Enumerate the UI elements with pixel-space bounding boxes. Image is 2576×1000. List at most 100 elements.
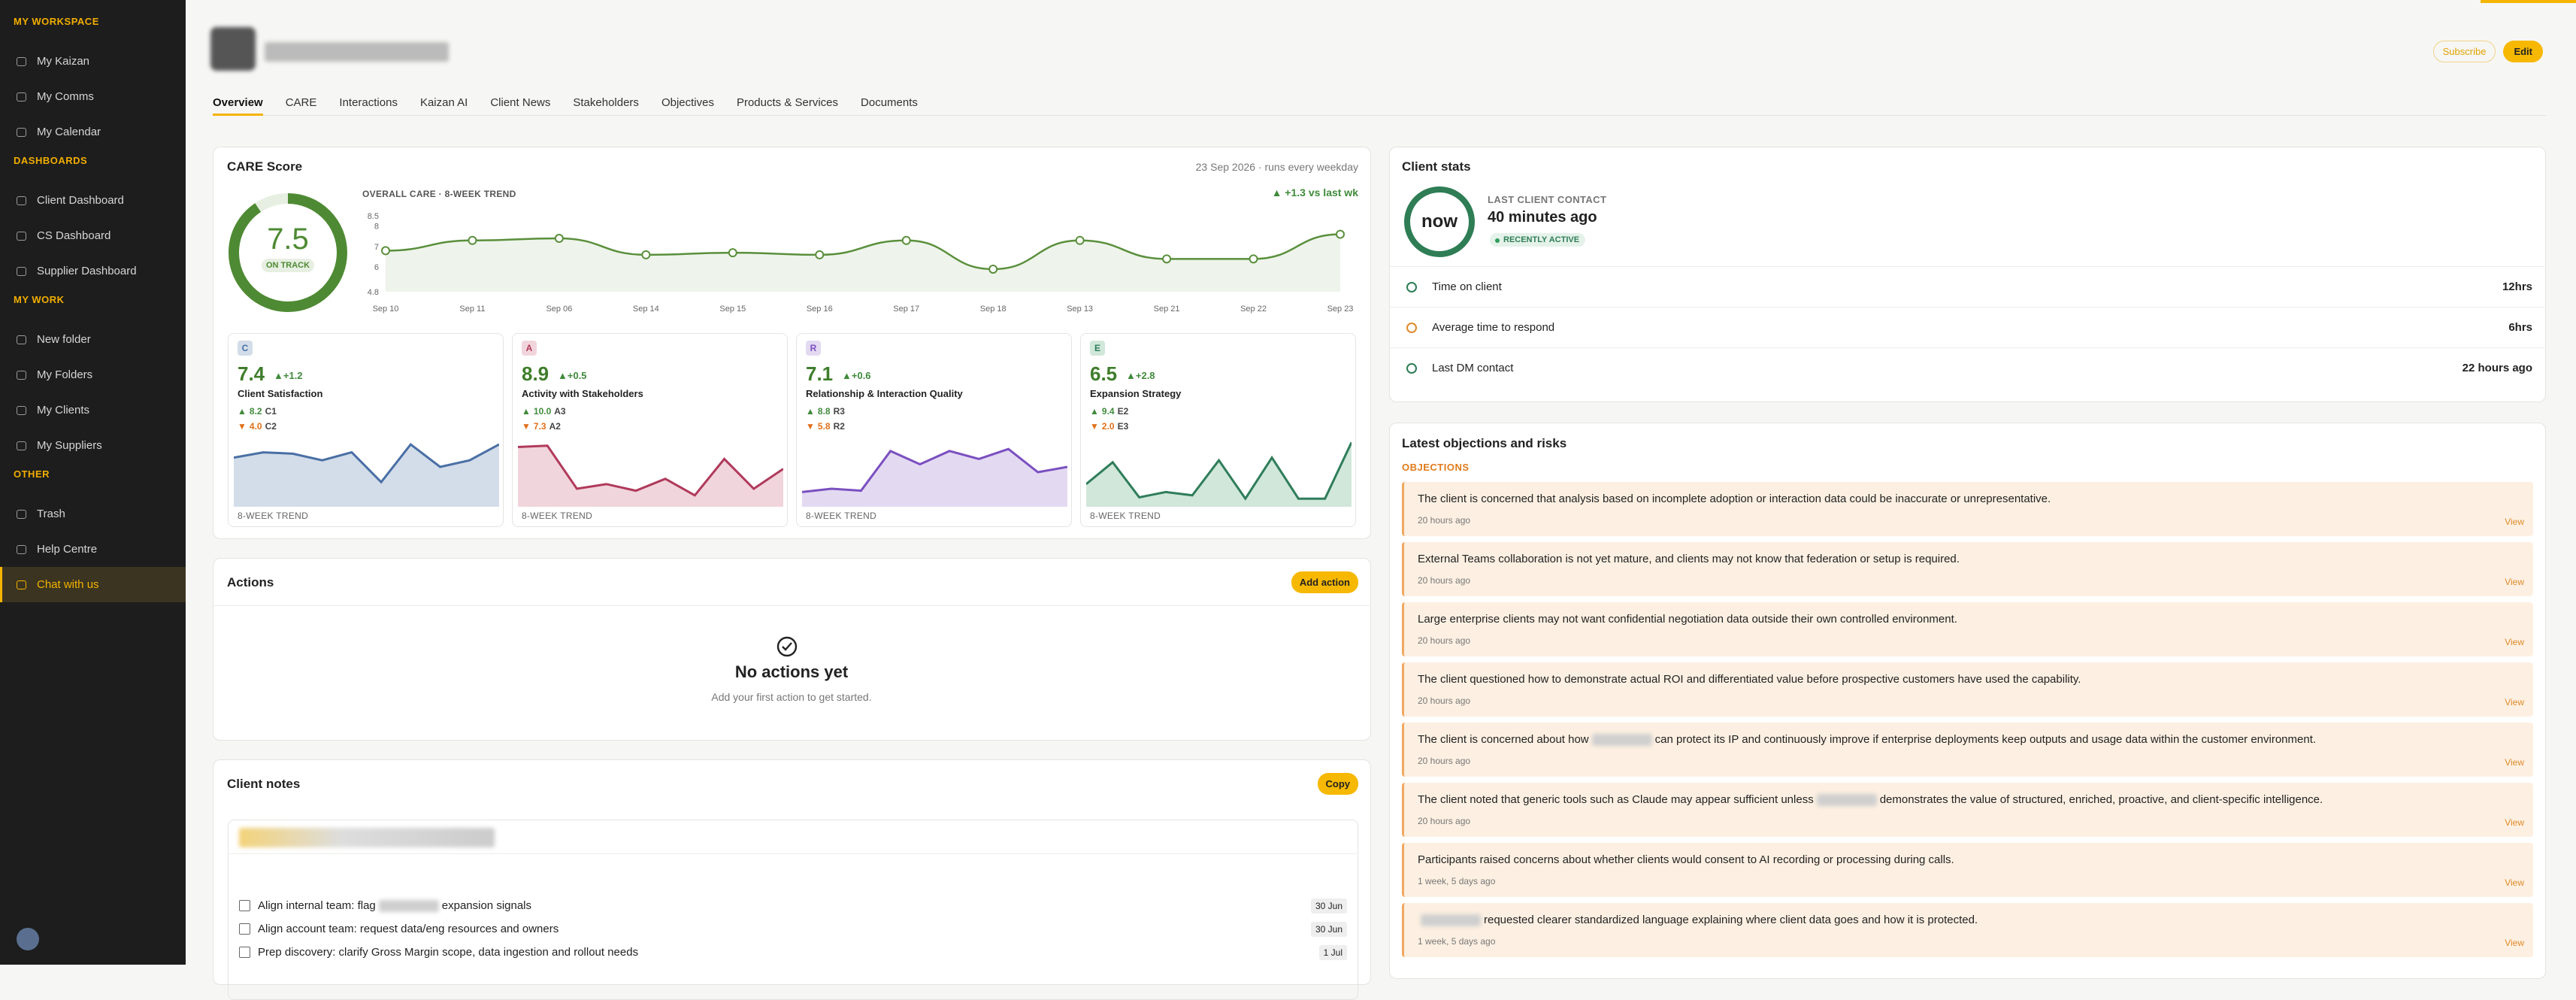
- nav-item[interactable]: My Clients: [0, 392, 186, 428]
- text-part: The client is concerned that analysis ba…: [1418, 492, 2051, 505]
- last-contact-value: 40 minutes ago: [1488, 209, 1597, 226]
- sparkline-area: [1086, 442, 1352, 507]
- stat-label: Last DM contact: [1432, 362, 1514, 374]
- notes-box: Align internal team: flag expansion signa…: [228, 820, 1358, 1000]
- sub-metric: ▲ 9.4 E2: [1090, 406, 1128, 417]
- nav-item[interactable]: My Suppliers: [0, 428, 186, 463]
- tab[interactable]: Stakeholders: [573, 96, 639, 109]
- sparkline-line: [234, 442, 499, 484]
- note-checkbox[interactable]: [239, 900, 250, 911]
- objection-item: The client questioned how to demonstrate…: [1402, 662, 2533, 717]
- header-button[interactable]: Edit: [2503, 41, 2543, 62]
- nav-label: My Folders: [37, 368, 93, 381]
- nav-label: My Kaizan: [37, 55, 90, 68]
- view-link[interactable]: View: [2505, 877, 2524, 888]
- nav-item[interactable]: Help Centre: [0, 532, 186, 567]
- sparkline-label: 8-WEEK TREND: [1090, 511, 1161, 521]
- metric-name: Relationship & Interaction Quality: [806, 388, 963, 399]
- objection-text: The client is concerned about how can pro…: [1418, 733, 2316, 747]
- nav-icon: [17, 370, 26, 380]
- x-tick-label: Sep 06: [546, 305, 572, 314]
- empty-icon: [776, 636, 798, 657]
- sub-dir: ▼: [238, 421, 247, 432]
- view-link[interactable]: View: [2505, 517, 2524, 527]
- view-link[interactable]: View: [2505, 697, 2524, 708]
- nav-item[interactable]: New folder: [0, 322, 186, 357]
- nav-icon: [17, 92, 26, 102]
- nav-item[interactable]: Chat with us: [0, 567, 186, 602]
- objection-text: Large enterprise clients may not want co…: [1418, 613, 1957, 626]
- divider: [213, 605, 1370, 606]
- metric-name: Activity with Stakeholders: [522, 388, 643, 399]
- tab[interactable]: Interactions: [339, 96, 398, 109]
- view-link[interactable]: View: [2505, 757, 2524, 768]
- sub-name: C1: [265, 406, 277, 417]
- stat-value: 22 hours ago: [2462, 362, 2532, 374]
- metric-delta: ▲+1.2: [274, 370, 303, 381]
- sub-value: 8.2: [249, 406, 262, 417]
- section-title: DASHBOARDS: [14, 155, 88, 166]
- nav-label: Help Centre: [37, 543, 98, 556]
- view-link[interactable]: View: [2505, 637, 2524, 647]
- view-link[interactable]: View: [2505, 938, 2524, 948]
- view-link[interactable]: View: [2505, 817, 2524, 828]
- contact-ring: now: [1404, 186, 1475, 257]
- sub-name: A2: [549, 421, 561, 432]
- nav-item[interactable]: My Kaizan: [0, 44, 186, 79]
- nav-label: Trash: [37, 508, 65, 520]
- sub-dir: ▼: [1090, 421, 1099, 432]
- gauge-ring: [229, 193, 347, 312]
- tab[interactable]: Client News: [490, 96, 551, 109]
- nav-item[interactable]: Supplier Dashboard: [0, 253, 186, 289]
- user-avatar[interactable]: [17, 928, 39, 950]
- nav-item[interactable]: My Folders: [0, 357, 186, 392]
- trend-point: [815, 250, 825, 259]
- nav-item[interactable]: Trash: [0, 496, 186, 532]
- nav-label: My Clients: [37, 404, 90, 417]
- sparkline: [234, 442, 499, 507]
- copy-button[interactable]: Copy: [1317, 773, 1358, 795]
- nav-item[interactable]: My Calendar: [0, 114, 186, 150]
- add-action-button[interactable]: Add action: [1291, 571, 1358, 593]
- status-dot: [1495, 238, 1500, 243]
- care-metric-card: C 7.4 ▲+1.2 Client Satisfaction ▲ 8.2 C1 ▼ 4.0 C2…: [228, 333, 504, 527]
- sub-value: 4.0: [249, 421, 262, 432]
- x-tick-label: Sep 11: [459, 305, 485, 314]
- nav-icon: [17, 441, 26, 450]
- tab[interactable]: Kaizan AI: [419, 96, 468, 109]
- sparkline-label: 8-WEEK TREND: [806, 511, 877, 521]
- actions-card: Actions Add action No actions yet Add yo…: [213, 558, 1371, 741]
- nav-item[interactable]: My Comms: [0, 79, 186, 114]
- sub-metric: ▼ 7.3 A2: [522, 421, 561, 432]
- note-item: Align account team: request data/eng res…: [239, 917, 1347, 941]
- tab[interactable]: Documents: [861, 96, 918, 109]
- sub-metric: ▲ 8.8 R3: [806, 406, 845, 417]
- client-logo: [210, 27, 256, 71]
- nav-item[interactable]: Client Dashboard: [0, 183, 186, 218]
- objections-section: OBJECTIONS: [1402, 462, 1470, 473]
- metric-score: 7.4: [238, 362, 265, 385]
- sub-value: 2.0: [1101, 421, 1115, 432]
- x-tick-label: Sep 14: [633, 305, 659, 314]
- ring-text: now: [1421, 211, 1458, 232]
- nav-label: My Calendar: [37, 126, 101, 138]
- nav-icon: [17, 580, 26, 589]
- note-checkbox[interactable]: [239, 923, 250, 935]
- view-link[interactable]: View: [2505, 577, 2524, 587]
- note-checkbox[interactable]: [239, 947, 250, 958]
- tab[interactable]: Products & Services: [736, 96, 839, 109]
- header-button[interactable]: Subscribe: [2432, 41, 2496, 62]
- notes-card: Client notes Copy Align internal team: f…: [213, 759, 1371, 1000]
- care-title: CARE Score: [227, 159, 303, 174]
- trend-line: [385, 233, 1341, 271]
- nav-icon: [17, 195, 26, 205]
- tab[interactable]: Overview: [213, 90, 263, 116]
- redacted: [378, 900, 439, 913]
- sub-name: A3: [554, 406, 566, 417]
- objections-card: Latest objections and risks OBJECTIONS T…: [1389, 423, 2546, 979]
- tab[interactable]: Objectives: [661, 96, 714, 109]
- tab[interactable]: CARE: [285, 96, 317, 109]
- sparkline: [518, 444, 783, 507]
- x-tick-label: Sep 18: [980, 305, 1006, 314]
- nav-item[interactable]: CS Dashboard: [0, 218, 186, 253]
